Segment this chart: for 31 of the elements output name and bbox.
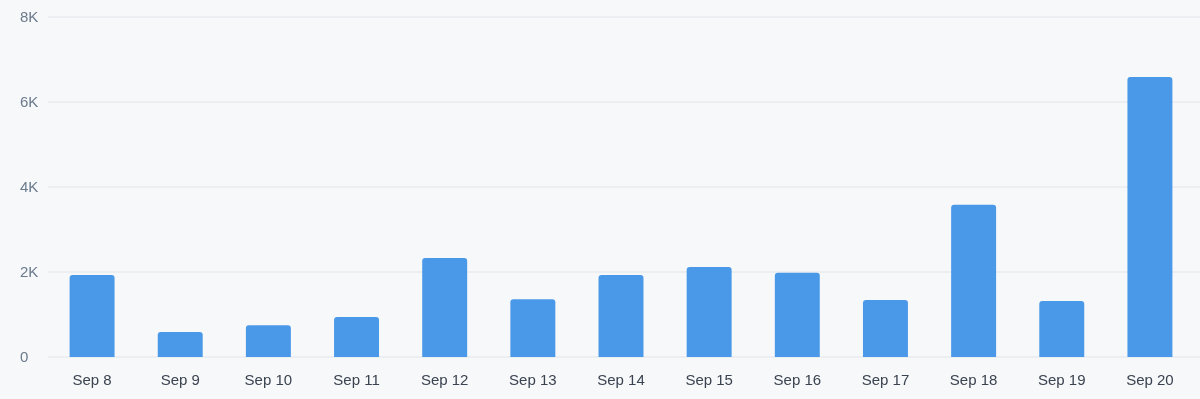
x-tick-label: Sep 20 — [1126, 371, 1174, 388]
bar — [1127, 76, 1173, 357]
y-tick-label: 2K — [20, 263, 39, 280]
y-tick-label: 4K — [20, 178, 39, 195]
bar — [422, 257, 468, 357]
x-tick-label: Sep 15 — [685, 371, 733, 388]
x-tick-label: Sep 8 — [72, 371, 112, 388]
bar — [1039, 300, 1085, 357]
y-tick-label: 8K — [20, 8, 39, 25]
bar — [774, 272, 820, 357]
x-tick-label: Sep 18 — [949, 371, 998, 388]
x-tick-label: Sep 17 — [861, 371, 910, 388]
x-tick-label: Sep 19 — [1038, 371, 1086, 388]
bar — [157, 331, 203, 357]
bar — [245, 325, 291, 357]
bar — [598, 274, 644, 357]
x-tick-label: Sep 12 — [420, 371, 469, 388]
bar — [686, 266, 732, 357]
x-tick-label: Sep 9 — [160, 371, 200, 388]
x-tick-label: Sep 14 — [597, 371, 645, 388]
bar — [862, 300, 908, 357]
bar — [334, 317, 380, 357]
x-tick-label: Sep 16 — [773, 371, 822, 388]
x-tick-label: Sep 11 — [333, 371, 380, 388]
x-tick-label: Sep 13 — [509, 371, 557, 388]
bar — [510, 299, 556, 357]
x-tick-label: Sep 10 — [244, 371, 293, 388]
bar — [69, 274, 115, 357]
bar — [951, 204, 997, 357]
y-tick-label: 6K — [20, 93, 39, 110]
y-tick-label: 0 — [20, 348, 29, 365]
